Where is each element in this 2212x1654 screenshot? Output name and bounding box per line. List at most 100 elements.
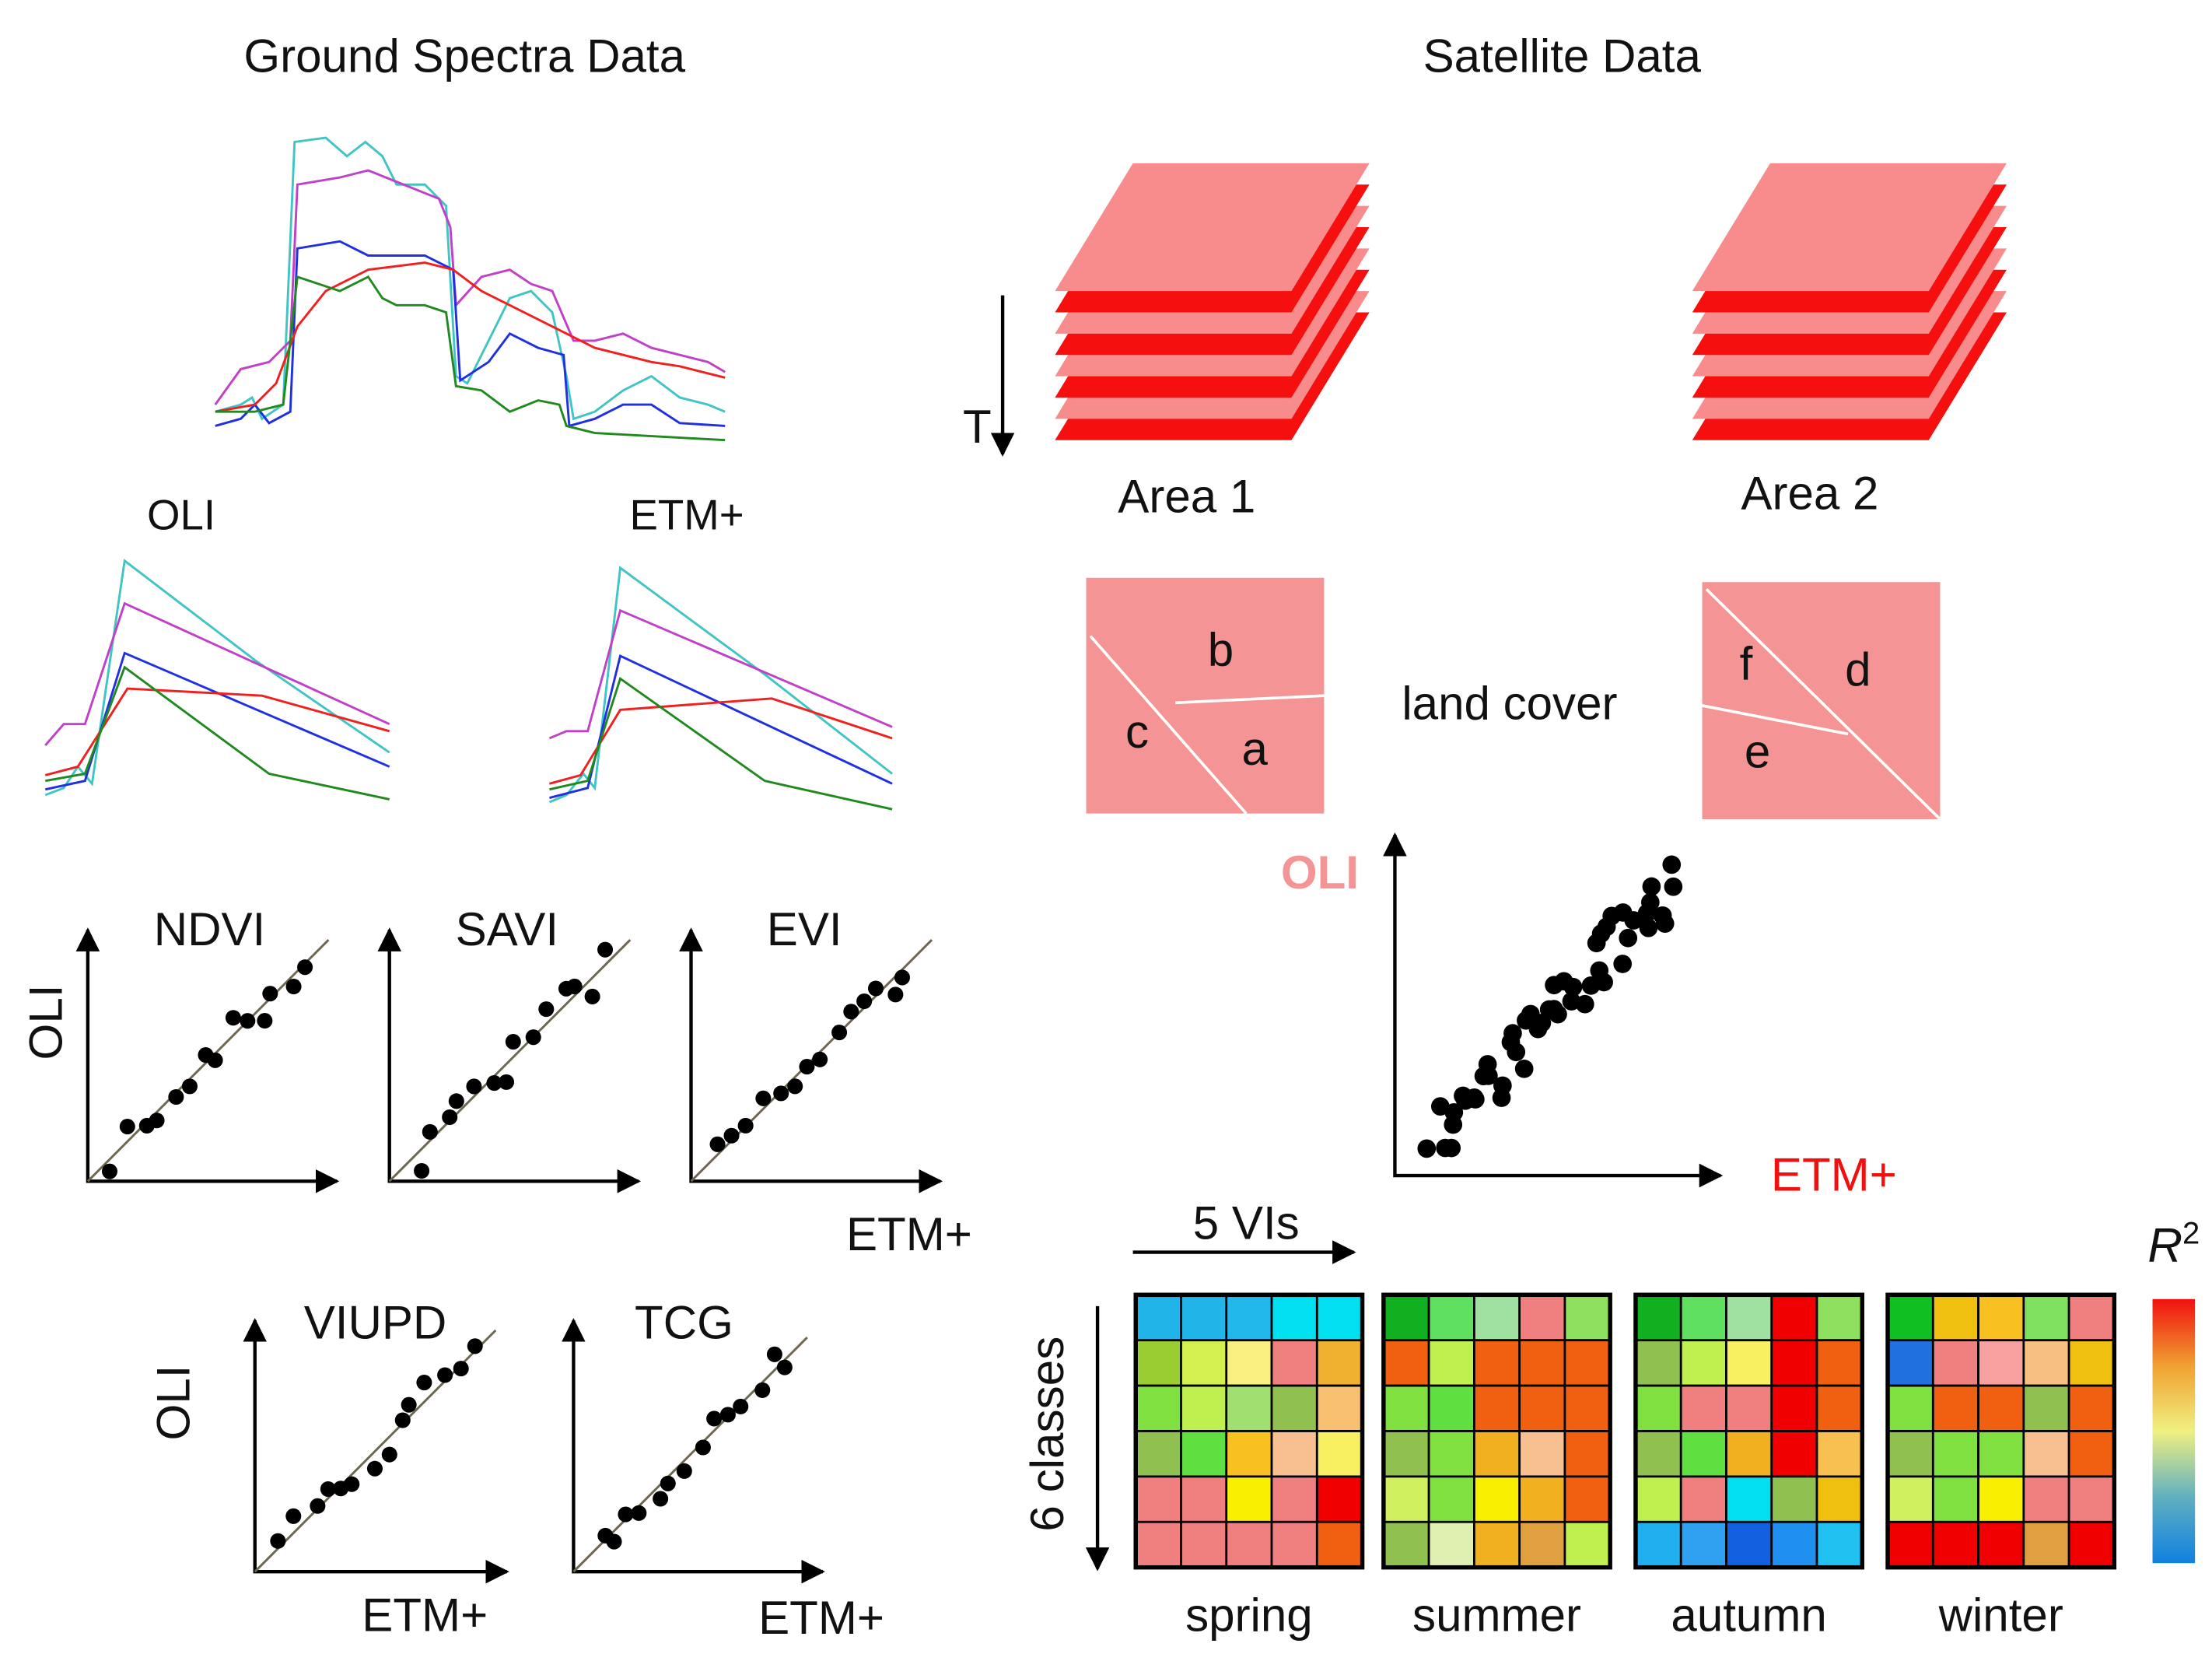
point xyxy=(381,1446,397,1463)
heatmap-cell xyxy=(1725,1339,1773,1387)
point xyxy=(773,1085,789,1102)
heatmap-cell xyxy=(1427,1430,1475,1478)
y-axis-label: OLI xyxy=(20,984,72,1060)
point xyxy=(695,1439,711,1456)
heatmap-cell xyxy=(1473,1293,1521,1342)
heatmap-cell xyxy=(1382,1384,1430,1432)
point xyxy=(394,1412,411,1428)
heatmap-cell xyxy=(1563,1339,1612,1387)
heatmap-cell xyxy=(1473,1430,1521,1478)
heatmap-cell xyxy=(1725,1293,1773,1342)
point xyxy=(453,1361,469,1377)
point xyxy=(257,1013,273,1029)
point xyxy=(737,1117,754,1134)
heatmap-cell xyxy=(1270,1475,1318,1523)
heatmap-cell xyxy=(1563,1430,1612,1478)
heatmap-cell xyxy=(2022,1520,2070,1569)
season-label: autumn xyxy=(1671,1589,1826,1641)
heatmap-cell xyxy=(1382,1475,1430,1523)
etm-spectra xyxy=(548,566,893,811)
heatmap-cell xyxy=(1427,1339,1475,1387)
y-axis-label: OLI xyxy=(148,1365,200,1440)
heatmap-cell xyxy=(1679,1384,1727,1432)
heatmap-cell xyxy=(1134,1384,1182,1432)
season-label: winter xyxy=(1938,1589,2063,1641)
heatmap-cell xyxy=(1977,1384,2025,1432)
heatmap-cell xyxy=(1134,1293,1182,1342)
heatmap-cell xyxy=(1770,1430,1818,1478)
sensor-label: ETM+ xyxy=(629,490,744,538)
heatmap-cell xyxy=(1180,1293,1228,1342)
ground-title: Ground Spectra Data xyxy=(243,30,685,82)
point xyxy=(856,993,873,1010)
heatmap-frame xyxy=(1381,1292,1612,1570)
point xyxy=(676,1463,692,1479)
point xyxy=(225,1010,241,1026)
heatmap-cell xyxy=(1931,1293,1979,1342)
point xyxy=(1549,1004,1567,1024)
heatmap-cell xyxy=(1518,1475,1566,1523)
panel-title: VIUPD xyxy=(304,1296,447,1348)
heatmap-cell xyxy=(2067,1475,2116,1523)
point xyxy=(207,1052,223,1068)
point xyxy=(1664,877,1683,896)
heatmaps: spring summer autumn winter xyxy=(1133,1292,2117,1641)
point xyxy=(448,1093,464,1109)
boundary xyxy=(1089,635,1248,815)
boundary xyxy=(1175,694,1325,705)
heatmap-cell xyxy=(1473,1384,1521,1432)
point xyxy=(525,1029,541,1046)
heatmap-cell xyxy=(1886,1293,1934,1342)
heatmap-cell xyxy=(2067,1384,2116,1432)
heatmap-cell xyxy=(1815,1520,1864,1569)
heatmap-cell xyxy=(1725,1520,1773,1569)
heatmap-cell xyxy=(1977,1293,2025,1342)
point xyxy=(566,978,583,994)
satellite-title: Satellite Data xyxy=(1423,30,1702,82)
heatmap-cell xyxy=(1725,1475,1773,1523)
scatter-panel xyxy=(562,1318,825,1584)
point xyxy=(262,986,278,1002)
heatmap-cell xyxy=(1977,1339,2025,1387)
point xyxy=(101,1163,117,1179)
heatmap-cell xyxy=(1473,1520,1521,1569)
heatmap-cell xyxy=(1518,1293,1566,1342)
heatmap-cell xyxy=(1270,1293,1318,1342)
class-label: a xyxy=(1241,723,1268,775)
heatmap-cell xyxy=(1770,1384,1818,1432)
heatmap-cell xyxy=(1886,1384,1934,1432)
heatmap-cell xyxy=(1518,1339,1566,1387)
heatmap-cell xyxy=(1563,1293,1612,1342)
heatmap-cell xyxy=(1679,1475,1727,1523)
heatmap-cell xyxy=(1931,1339,1979,1387)
point xyxy=(344,1476,360,1492)
heatmap-cell xyxy=(1815,1475,1864,1523)
heatmap-cell xyxy=(1382,1520,1430,1569)
heatmap-cell xyxy=(1770,1520,1818,1569)
heatmap-cell xyxy=(1134,1475,1182,1523)
heatmap-cell xyxy=(1315,1293,1363,1342)
point xyxy=(1662,855,1682,874)
heatmap-cell xyxy=(2022,1339,2070,1387)
heatmap-cell xyxy=(1725,1430,1773,1478)
heatmap-cell xyxy=(1634,1293,1682,1342)
point xyxy=(442,1109,458,1126)
point xyxy=(310,1498,326,1514)
one-to-one-line xyxy=(388,939,632,1183)
symbol: R xyxy=(2147,1219,2182,1273)
boundary xyxy=(1702,704,1849,736)
x-axis-label: 5 VIs xyxy=(1193,1197,1300,1249)
x-axis-label: ETM+ xyxy=(758,1592,884,1644)
point xyxy=(270,1533,286,1549)
heatmap-cell xyxy=(1679,1430,1727,1478)
point xyxy=(119,1119,135,1135)
heatmap-cell xyxy=(1977,1475,2025,1523)
point xyxy=(1639,918,1658,937)
point xyxy=(1563,977,1583,997)
point xyxy=(787,1078,803,1095)
heatmap-cell xyxy=(1931,1384,1979,1432)
heatmap-cell xyxy=(1315,1430,1363,1478)
heatmap-cell xyxy=(1225,1293,1273,1342)
scatter-panel xyxy=(1383,832,1724,1188)
heatmap-cell xyxy=(1634,1384,1682,1432)
